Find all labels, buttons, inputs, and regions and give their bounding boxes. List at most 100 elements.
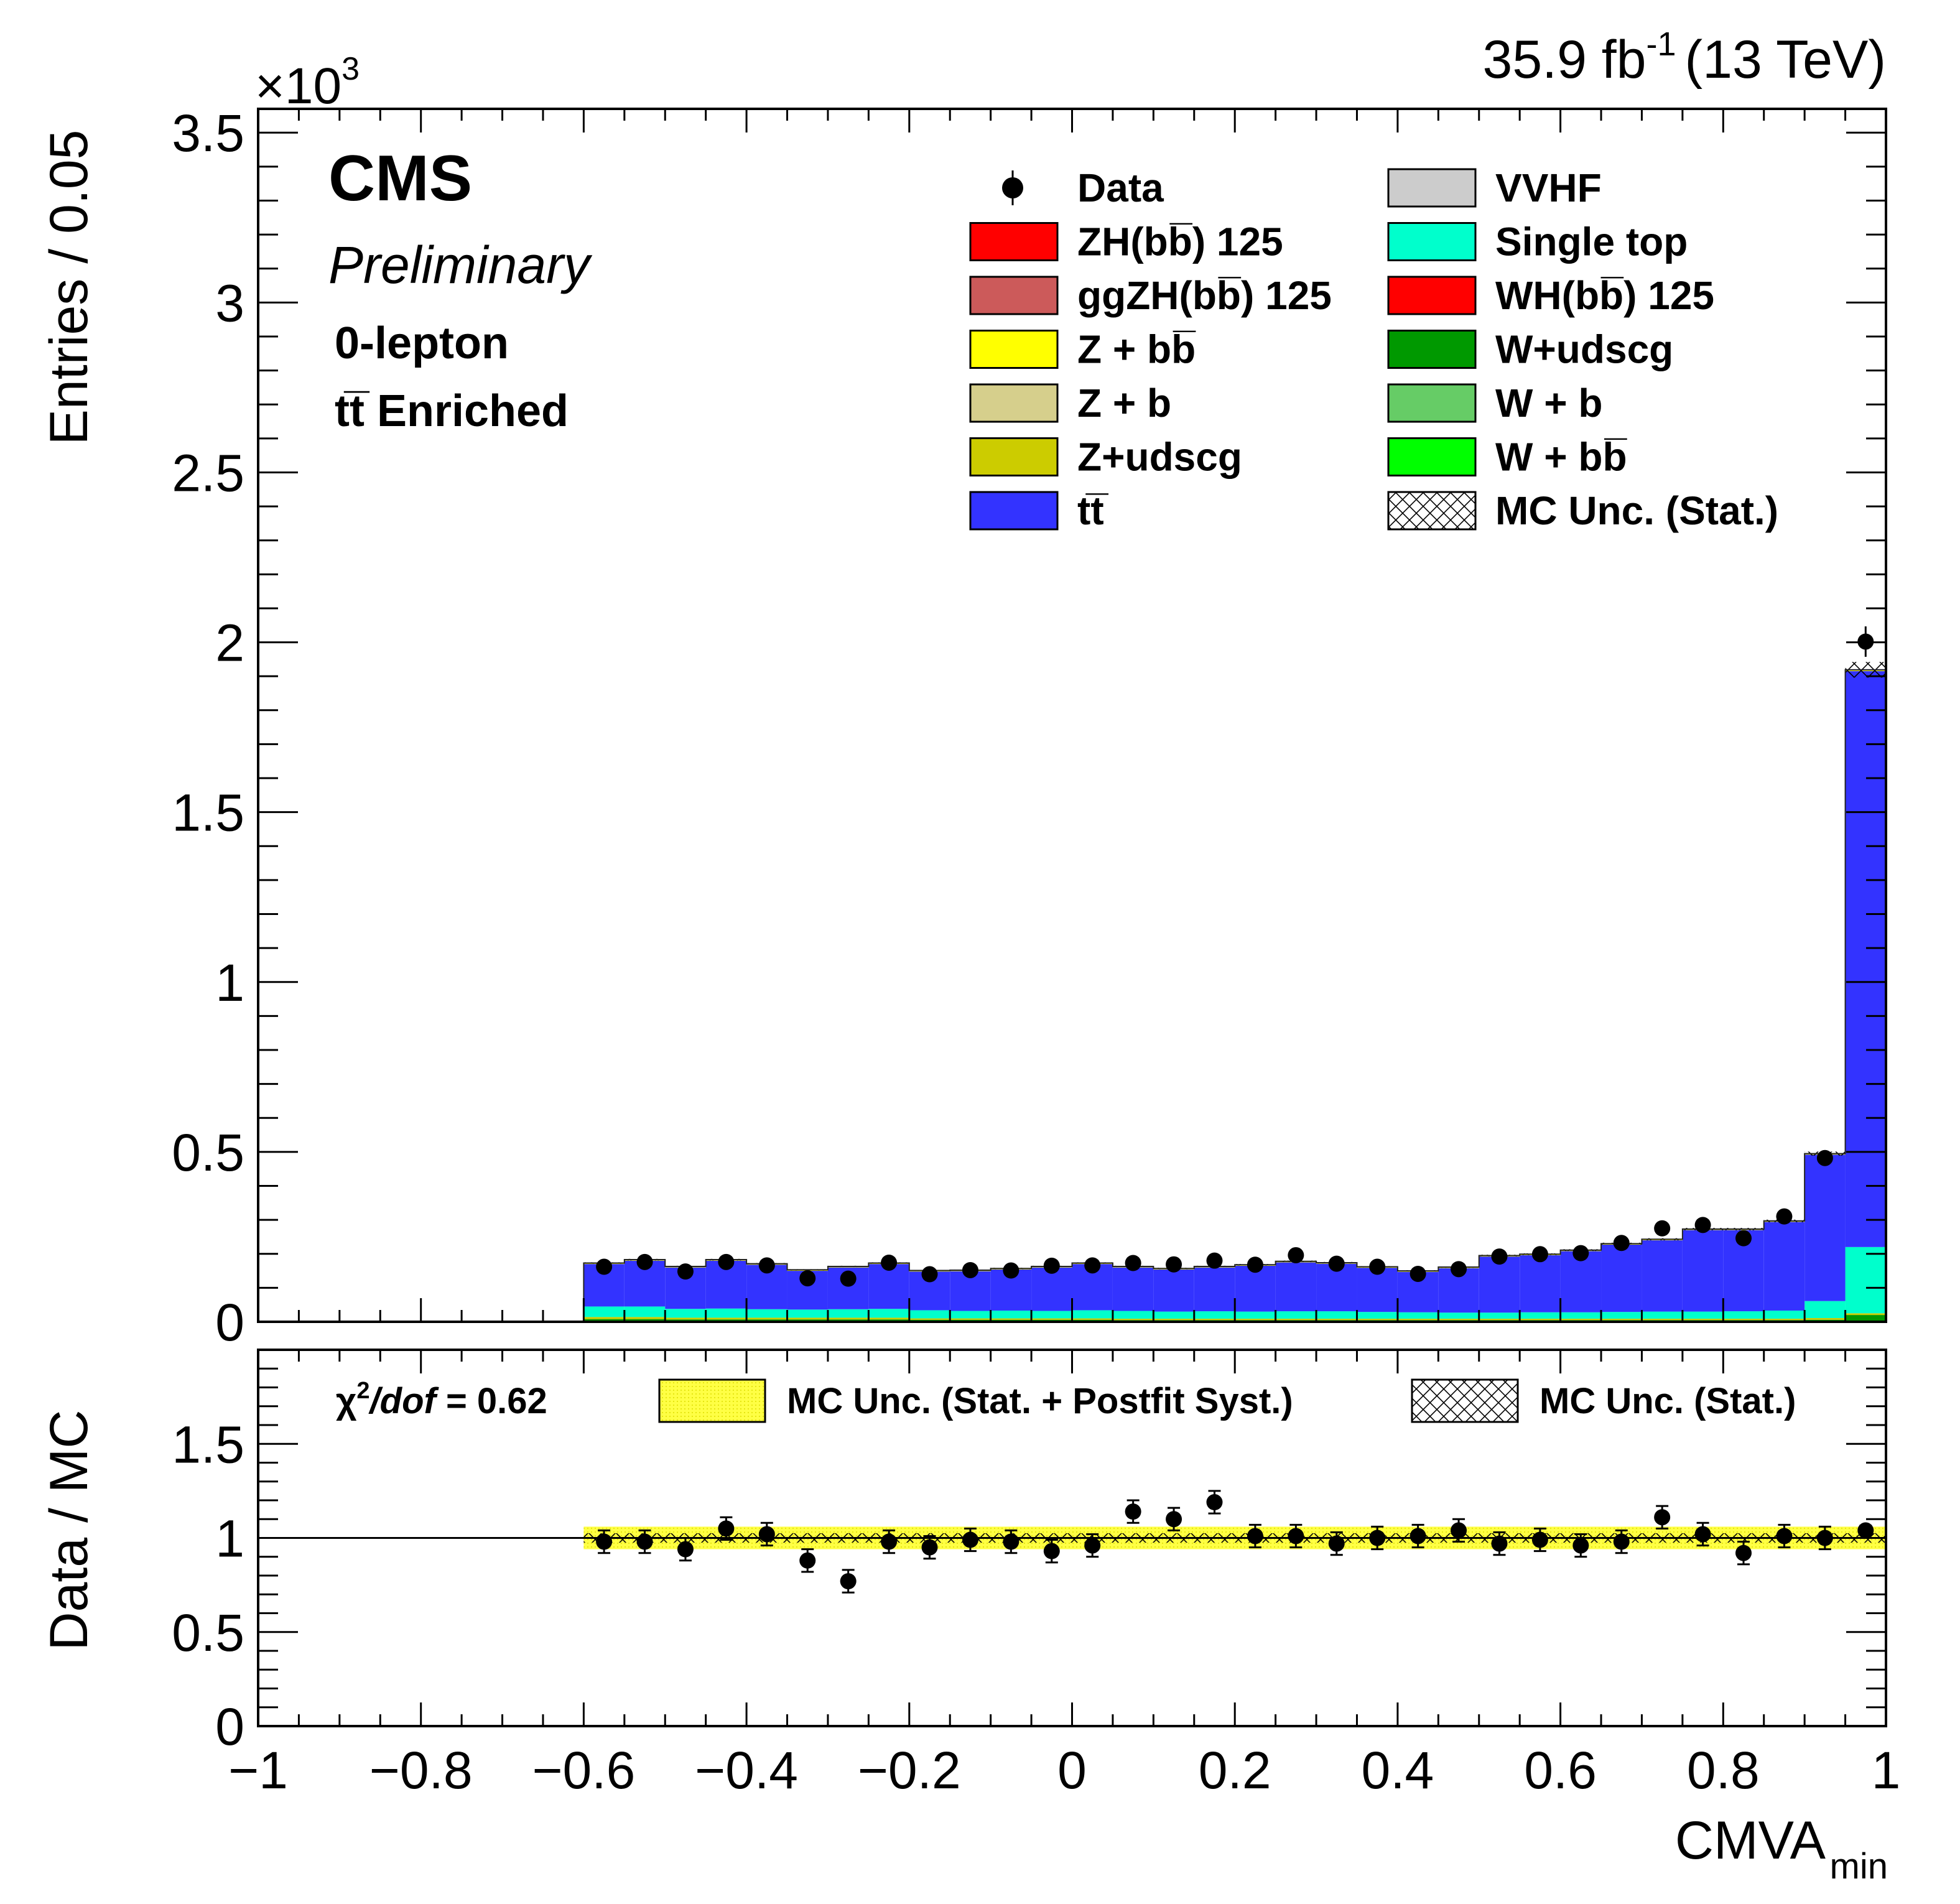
bar-z_udscg — [1275, 1319, 1317, 1321]
legend-stat-swatch — [1411, 1378, 1519, 1423]
ratio-point — [1084, 1537, 1101, 1554]
legend-swatch — [1387, 383, 1477, 423]
bar-single_top — [1235, 1311, 1276, 1319]
bar-single_top — [868, 1309, 909, 1318]
data-point — [758, 1257, 775, 1274]
data-point — [1776, 1208, 1793, 1225]
bar-z_udscg — [787, 1317, 828, 1320]
bar-ttbar — [1031, 1267, 1072, 1311]
data-point — [677, 1263, 694, 1280]
bar-single_top — [950, 1311, 991, 1319]
ratio-point — [1328, 1535, 1345, 1552]
ratio-point — [921, 1539, 938, 1556]
bar-single_top — [1357, 1312, 1398, 1319]
x-axis-label-sub: min — [1830, 1846, 1888, 1887]
legend-entry-ttbar: tt̅ — [969, 488, 1109, 533]
bar-single_top — [1845, 1247, 1886, 1314]
data-point — [799, 1270, 816, 1287]
legend-entry-z_udscg: Z+udscg — [969, 435, 1242, 480]
bar-single_top — [1275, 1311, 1317, 1319]
bar-single_top — [1031, 1311, 1072, 1319]
data-point — [1206, 1252, 1223, 1269]
ratio-point — [1694, 1526, 1711, 1543]
legend-swatch — [1387, 222, 1477, 261]
y-tick-label: 0.5 — [172, 1604, 244, 1662]
bar-single_top — [1438, 1312, 1479, 1319]
bar-w_udscg — [583, 1319, 625, 1322]
bar-z_udscg — [1438, 1319, 1479, 1321]
bar-z_udscg — [990, 1318, 1032, 1320]
legend-label: W+udscg — [1495, 327, 1673, 372]
data-point — [1410, 1265, 1426, 1282]
bar-z_udscg — [705, 1317, 747, 1320]
bar-z_udscg — [950, 1318, 991, 1320]
legend-label: Z + b — [1077, 381, 1171, 425]
bar-ttbar — [1560, 1251, 1602, 1312]
x-tick-label: 0.2 — [1199, 1741, 1271, 1800]
bar-single_top — [1397, 1312, 1439, 1319]
bar-ttbar — [1479, 1256, 1520, 1313]
ratio-point — [799, 1552, 816, 1569]
bar-single_top — [583, 1306, 625, 1317]
ratio-point — [1410, 1528, 1426, 1544]
bar-ttbar — [1520, 1255, 1561, 1312]
x-tick-label: 0.6 — [1524, 1741, 1597, 1800]
bar-z_udscg — [1479, 1319, 1520, 1321]
legend-swatch — [969, 383, 1059, 423]
data-point — [1857, 633, 1874, 650]
legend-swatch — [1387, 330, 1477, 369]
data-point — [1694, 1217, 1711, 1233]
ratio-point — [1206, 1494, 1223, 1511]
legend-syst-label: MC Unc. (Stat. + Postfit Syst.) — [787, 1381, 1293, 1421]
legend-entry-w_udscg: W+udscg — [1387, 327, 1673, 372]
chi2-label: χ2/dof = 0.62 — [336, 1378, 547, 1421]
bar-ttbar — [1845, 671, 1886, 1247]
bar-z_udscg — [746, 1317, 787, 1320]
legend-label: ggZH(bb̅) 125 — [1077, 273, 1332, 318]
data-point — [1531, 1246, 1548, 1263]
bar-single_top — [665, 1309, 706, 1318]
data-point — [1491, 1248, 1508, 1265]
bar-ttbar — [1763, 1222, 1805, 1311]
ratio-point — [1572, 1537, 1589, 1554]
legend-swatch — [1387, 491, 1477, 531]
bar-single_top — [1601, 1312, 1642, 1319]
bar-z_udscg — [1845, 1313, 1886, 1316]
ratio-point — [758, 1526, 775, 1543]
x-axis-label: CMVA — [1675, 1811, 1826, 1870]
bar-z_udscg — [1642, 1319, 1683, 1321]
y-multiplier: ×103 — [255, 51, 360, 114]
ratio-point — [718, 1520, 735, 1537]
ratio-point — [1288, 1528, 1304, 1544]
bar-single_top — [1560, 1312, 1602, 1319]
bar-ttbar — [1804, 1154, 1846, 1301]
y-tick-label: 1.5 — [172, 784, 244, 842]
ratio-point — [1451, 1522, 1467, 1539]
data-point — [921, 1266, 938, 1283]
y-tick-label: 0.5 — [172, 1123, 244, 1182]
y-tick-label: 3.5 — [172, 104, 244, 162]
legend-entry-w_bb: W + bb̅ — [1387, 435, 1628, 480]
bar-z_udscg — [1072, 1318, 1113, 1320]
bar-single_top — [1112, 1311, 1154, 1319]
ratio-point — [1043, 1543, 1060, 1559]
bar-z_udscg — [624, 1317, 666, 1319]
x-tick-label: 0.4 — [1362, 1741, 1434, 1800]
channel-label: 0-lepton — [335, 318, 509, 368]
bar-ttbar — [1357, 1268, 1398, 1312]
legend-stat-label: MC Unc. (Stat.) — [1540, 1381, 1796, 1421]
data-point — [1166, 1256, 1182, 1273]
legend-swatch — [969, 276, 1059, 315]
data-point — [1043, 1257, 1060, 1274]
bar-z_bb — [827, 1266, 869, 1268]
ratio-point — [1857, 1522, 1874, 1539]
data-point — [1369, 1258, 1386, 1275]
exp-label: CMS — [328, 142, 472, 215]
bar-w_udscg — [624, 1319, 666, 1322]
ratio-point — [677, 1541, 694, 1558]
bar-z_udscg — [1397, 1319, 1439, 1321]
data-point — [840, 1270, 857, 1287]
bar-single_top — [909, 1310, 950, 1319]
ratio-uncertainty-bands — [258, 1526, 1887, 1549]
ratio-y-axis-label: Data / MC — [39, 1409, 99, 1650]
